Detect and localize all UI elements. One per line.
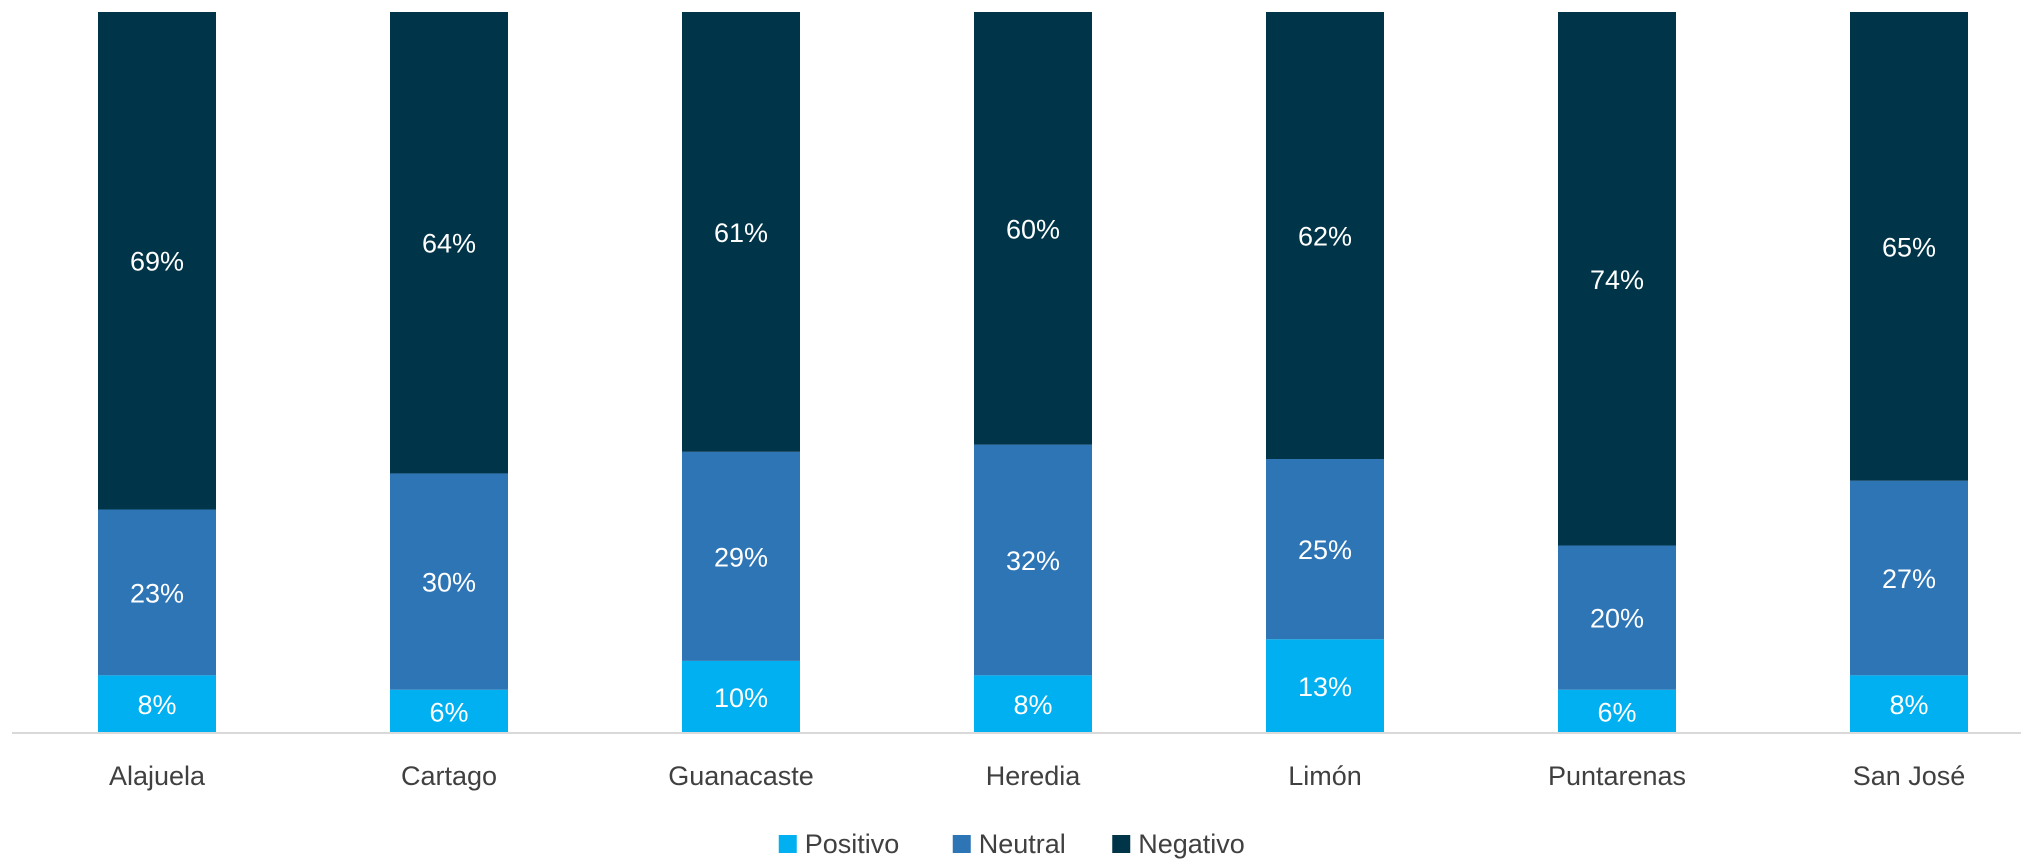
bars-group xyxy=(98,12,1968,733)
bar-positivo-4 xyxy=(1266,639,1384,733)
bar-negativo-6 xyxy=(1850,12,1968,481)
legend-swatch-negativo xyxy=(1112,835,1131,853)
category-labels-group: Alajuela Cartago Guanacaste Heredia Limón Pun… xyxy=(109,761,1965,791)
legend: Positivo Neutral Negativo xyxy=(778,829,1245,859)
bar-negativo-5 xyxy=(1558,12,1676,546)
legend-swatch-positivo xyxy=(778,835,797,853)
data-label-positivo-1: 6% xyxy=(429,697,468,727)
bar-negativo-3 xyxy=(974,12,1092,445)
data-label-neutral-1: 30% xyxy=(422,568,476,598)
data-label-positivo-3: 8% xyxy=(1013,690,1052,720)
data-label-neutral-4: 25% xyxy=(1298,535,1352,565)
category-label-1: Cartago xyxy=(401,761,497,791)
category-label-6: San José xyxy=(1853,761,1966,791)
bar-negativo-4 xyxy=(1266,12,1384,460)
bar-positivo-3 xyxy=(974,675,1092,733)
legend-label-negativo: Negativo xyxy=(1138,829,1245,859)
category-label-4: Limón xyxy=(1288,761,1362,791)
data-label-negativo-2: 61% xyxy=(714,218,768,248)
category-label-5: Puntarenas xyxy=(1548,761,1686,791)
data-label-neutral-0: 23% xyxy=(130,578,184,608)
data-label-neutral-6: 27% xyxy=(1882,564,1936,594)
bar-negativo-2 xyxy=(682,12,800,452)
bar-neutral-5 xyxy=(1558,545,1676,690)
category-label-2: Guanacaste xyxy=(668,761,814,791)
data-label-neutral-3: 32% xyxy=(1006,546,1060,576)
legend-label-positivo: Positivo xyxy=(805,829,900,859)
data-label-positivo-2: 10% xyxy=(714,683,768,713)
category-label-0: Alajuela xyxy=(109,761,206,791)
data-label-positivo-5: 6% xyxy=(1597,697,1636,727)
legend-swatch-neutral xyxy=(952,835,971,853)
bar-neutral-1 xyxy=(390,473,508,690)
category-label-3: Heredia xyxy=(986,761,1082,791)
bar-positivo-0 xyxy=(98,675,216,733)
bar-neutral-3 xyxy=(974,444,1092,676)
data-labels-group: 8% 23% 69% 6% 30% 64% 10% 29% 61% 8% 32% 60% 13% 25% 6… xyxy=(130,214,1936,727)
bar-positivo-5 xyxy=(1558,689,1676,733)
bar-negativo-0 xyxy=(98,12,216,510)
data-label-negativo-6: 65% xyxy=(1882,232,1936,262)
data-label-negativo-5: 74% xyxy=(1590,265,1644,295)
bar-neutral-4 xyxy=(1266,459,1384,640)
data-label-neutral-2: 29% xyxy=(714,542,768,572)
bar-positivo-2 xyxy=(682,660,800,733)
data-label-positivo-0: 8% xyxy=(137,690,176,720)
legend-label-neutral: Neutral xyxy=(979,829,1066,859)
data-label-positivo-6: 8% xyxy=(1889,690,1928,720)
bar-neutral-2 xyxy=(682,451,800,661)
bar-negativo-1 xyxy=(390,12,508,474)
data-label-negativo-0: 69% xyxy=(130,247,184,277)
bar-positivo-1 xyxy=(390,689,508,733)
bar-positivo-6 xyxy=(1850,675,1968,733)
data-label-negativo-4: 62% xyxy=(1298,222,1352,252)
data-label-neutral-5: 20% xyxy=(1590,604,1644,634)
data-label-negativo-1: 64% xyxy=(422,229,476,259)
bar-neutral-6 xyxy=(1850,480,1968,676)
bar-neutral-0 xyxy=(98,509,216,676)
data-label-negativo-3: 60% xyxy=(1006,214,1060,244)
data-label-positivo-4: 13% xyxy=(1298,672,1352,702)
